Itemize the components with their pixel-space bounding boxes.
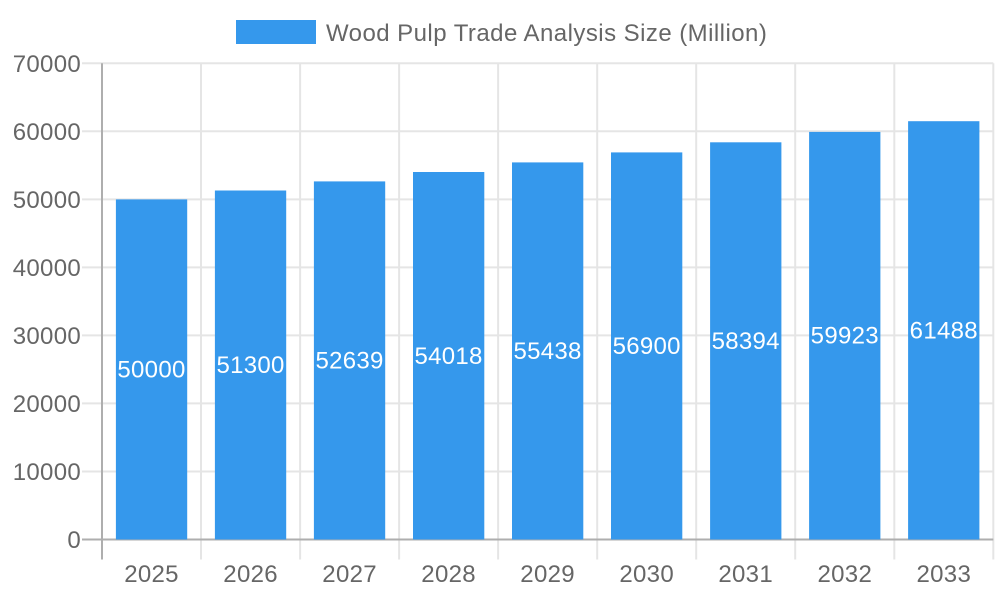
svg-text:2033: 2033 <box>917 561 972 588</box>
svg-text:59923: 59923 <box>811 323 879 350</box>
svg-text:0: 0 <box>67 527 81 554</box>
svg-text:2027: 2027 <box>322 561 377 588</box>
svg-text:2032: 2032 <box>818 561 873 588</box>
svg-text:2031: 2031 <box>718 561 773 588</box>
svg-text:56900: 56900 <box>613 333 681 360</box>
svg-text:51300: 51300 <box>216 352 284 379</box>
svg-text:61488: 61488 <box>910 317 978 344</box>
svg-text:40000: 40000 <box>13 255 81 282</box>
svg-text:54018: 54018 <box>414 343 482 370</box>
svg-text:30000: 30000 <box>13 323 81 350</box>
svg-text:2029: 2029 <box>520 561 575 588</box>
svg-text:52639: 52639 <box>315 348 383 375</box>
svg-text:20000: 20000 <box>13 391 81 418</box>
svg-text:50000: 50000 <box>13 187 81 214</box>
svg-text:50000: 50000 <box>117 356 185 383</box>
svg-text:2026: 2026 <box>223 561 278 588</box>
svg-text:2025: 2025 <box>124 561 179 588</box>
svg-text:2028: 2028 <box>421 561 476 588</box>
svg-text:Wood Pulp Trade Analysis Size: Wood Pulp Trade Analysis Size (Million) <box>326 20 767 47</box>
svg-text:2030: 2030 <box>619 561 674 588</box>
svg-text:70000: 70000 <box>13 51 81 78</box>
svg-text:10000: 10000 <box>13 459 81 486</box>
svg-text:55438: 55438 <box>513 338 581 365</box>
svg-text:58394: 58394 <box>712 328 780 355</box>
svg-text:60000: 60000 <box>13 119 81 146</box>
